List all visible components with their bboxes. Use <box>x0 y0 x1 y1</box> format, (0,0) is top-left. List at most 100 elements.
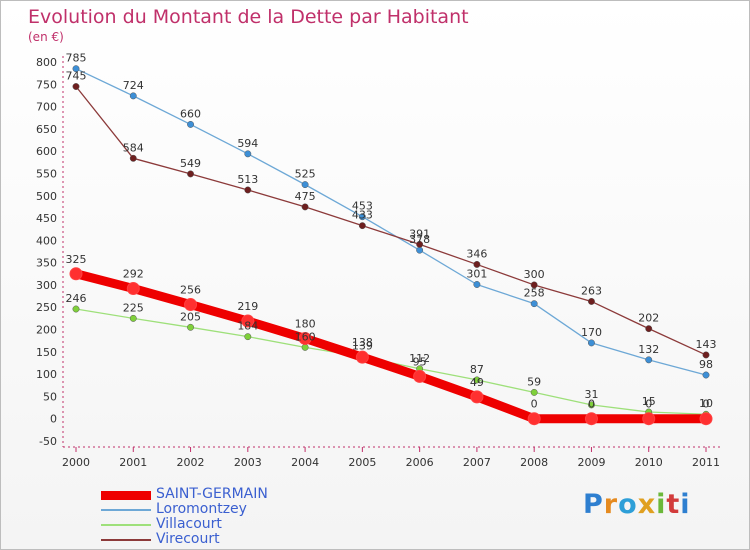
data-label: 87 <box>470 363 484 376</box>
y-tick-label: 450 <box>36 212 57 225</box>
data-label: 346 <box>466 247 487 260</box>
y-tick-label: 350 <box>36 257 57 270</box>
data-label: 160 <box>295 330 316 343</box>
y-tick-label: 800 <box>36 56 57 69</box>
data-point <box>69 267 83 281</box>
data-label: 246 <box>66 292 87 305</box>
data-label: 138 <box>352 336 373 349</box>
chart-subtitle: (en €) <box>28 30 64 44</box>
data-point <box>413 369 427 383</box>
x-tick-label: 2000 <box>62 456 90 469</box>
series-line-villacourt <box>75 308 707 415</box>
y-tick-label: 200 <box>36 324 57 337</box>
data-point <box>298 331 312 345</box>
data-point <box>244 333 252 341</box>
data-label: 433 <box>352 209 373 222</box>
data-point <box>72 65 80 73</box>
data-label: 724 <box>123 79 144 92</box>
data-label: 475 <box>295 190 316 203</box>
data-label: 263 <box>581 284 602 297</box>
y-tick-label: 250 <box>36 301 57 314</box>
proxiti-logo: Proxiti <box>583 489 691 520</box>
series-lines <box>69 65 713 426</box>
data-label: 10 <box>699 397 713 410</box>
data-point <box>699 412 713 426</box>
data-label: 139 <box>352 340 373 353</box>
logo-letter: P <box>583 489 604 520</box>
data-point <box>184 298 198 312</box>
logo-letter: i <box>680 489 691 520</box>
data-label: 49 <box>470 376 484 389</box>
data-label: 513 <box>237 173 258 186</box>
data-label: 594 <box>237 137 258 150</box>
data-point <box>301 343 309 351</box>
data-point <box>72 305 80 313</box>
y-tick-label: 650 <box>36 123 57 136</box>
data-label: 785 <box>66 52 87 65</box>
x-tick-label: 2004 <box>291 456 319 469</box>
legend-swatch <box>101 524 151 526</box>
data-point <box>702 371 710 379</box>
data-point <box>530 300 538 308</box>
data-label: 525 <box>295 168 316 181</box>
data-point <box>129 314 137 322</box>
data-label: 292 <box>123 268 144 281</box>
legend-swatch <box>101 490 151 500</box>
data-label: 258 <box>524 287 545 300</box>
data-point <box>530 281 538 289</box>
y-tick-label: 750 <box>36 78 57 91</box>
data-label: 0 <box>645 398 652 411</box>
data-label: 219 <box>237 300 258 313</box>
data-point <box>473 376 481 384</box>
series-line-loromontzey <box>75 68 707 376</box>
data-label: 112 <box>409 352 430 365</box>
data-point <box>416 240 424 248</box>
data-label: 170 <box>581 326 602 339</box>
x-tick-label: 2011 <box>692 456 720 469</box>
data-point <box>588 401 595 409</box>
data-label: 143 <box>696 338 717 351</box>
data-label: 584 <box>123 141 144 154</box>
data-point <box>129 154 137 162</box>
x-tick-label: 2010 <box>635 456 663 469</box>
x-tick-label: 2002 <box>177 456 205 469</box>
data-label: 300 <box>524 268 545 281</box>
y-tick-label: 150 <box>36 346 57 359</box>
data-label: 325 <box>66 253 87 266</box>
y-tick-label: 600 <box>36 145 57 158</box>
data-point <box>530 388 538 396</box>
y-tick-label: 50 <box>43 390 57 403</box>
data-point <box>584 412 598 426</box>
data-point <box>72 83 80 90</box>
y-tick-label: 400 <box>36 234 57 247</box>
chart-title: Evolution du Montant de la Dette par Hab… <box>28 6 469 28</box>
data-label: 745 <box>66 70 87 83</box>
logo-letter: t <box>666 489 681 520</box>
legend-label: SAINT-GERMAIN <box>156 486 268 502</box>
data-label: 391 <box>409 227 430 240</box>
data-label: 256 <box>180 284 201 297</box>
data-label: 59 <box>527 375 541 388</box>
logo-letter: i <box>656 489 667 520</box>
data-point <box>473 260 481 268</box>
data-label: 378 <box>409 233 430 246</box>
legend-swatch <box>101 539 151 541</box>
data-label: 184 <box>237 320 258 333</box>
logo-letter: x <box>637 489 657 520</box>
data-label: 0 <box>588 398 595 411</box>
data-labels: 325 292 256 219 180 138 95 49 0 0 0 0 785 724 660 594 52… <box>66 52 717 411</box>
y-tick-label: 0 <box>50 413 57 426</box>
data-point <box>358 213 366 221</box>
data-point <box>527 412 541 426</box>
data-label: 98 <box>699 358 713 371</box>
y-tick-label: 300 <box>36 279 57 292</box>
logo-letter: r <box>603 489 619 520</box>
data-label: 95 <box>413 355 427 368</box>
data-label: 549 <box>180 157 201 170</box>
data-point <box>187 170 194 178</box>
data-point <box>301 181 309 189</box>
data-point <box>187 120 194 128</box>
data-point <box>645 325 653 333</box>
logo-letter: o <box>618 489 638 520</box>
